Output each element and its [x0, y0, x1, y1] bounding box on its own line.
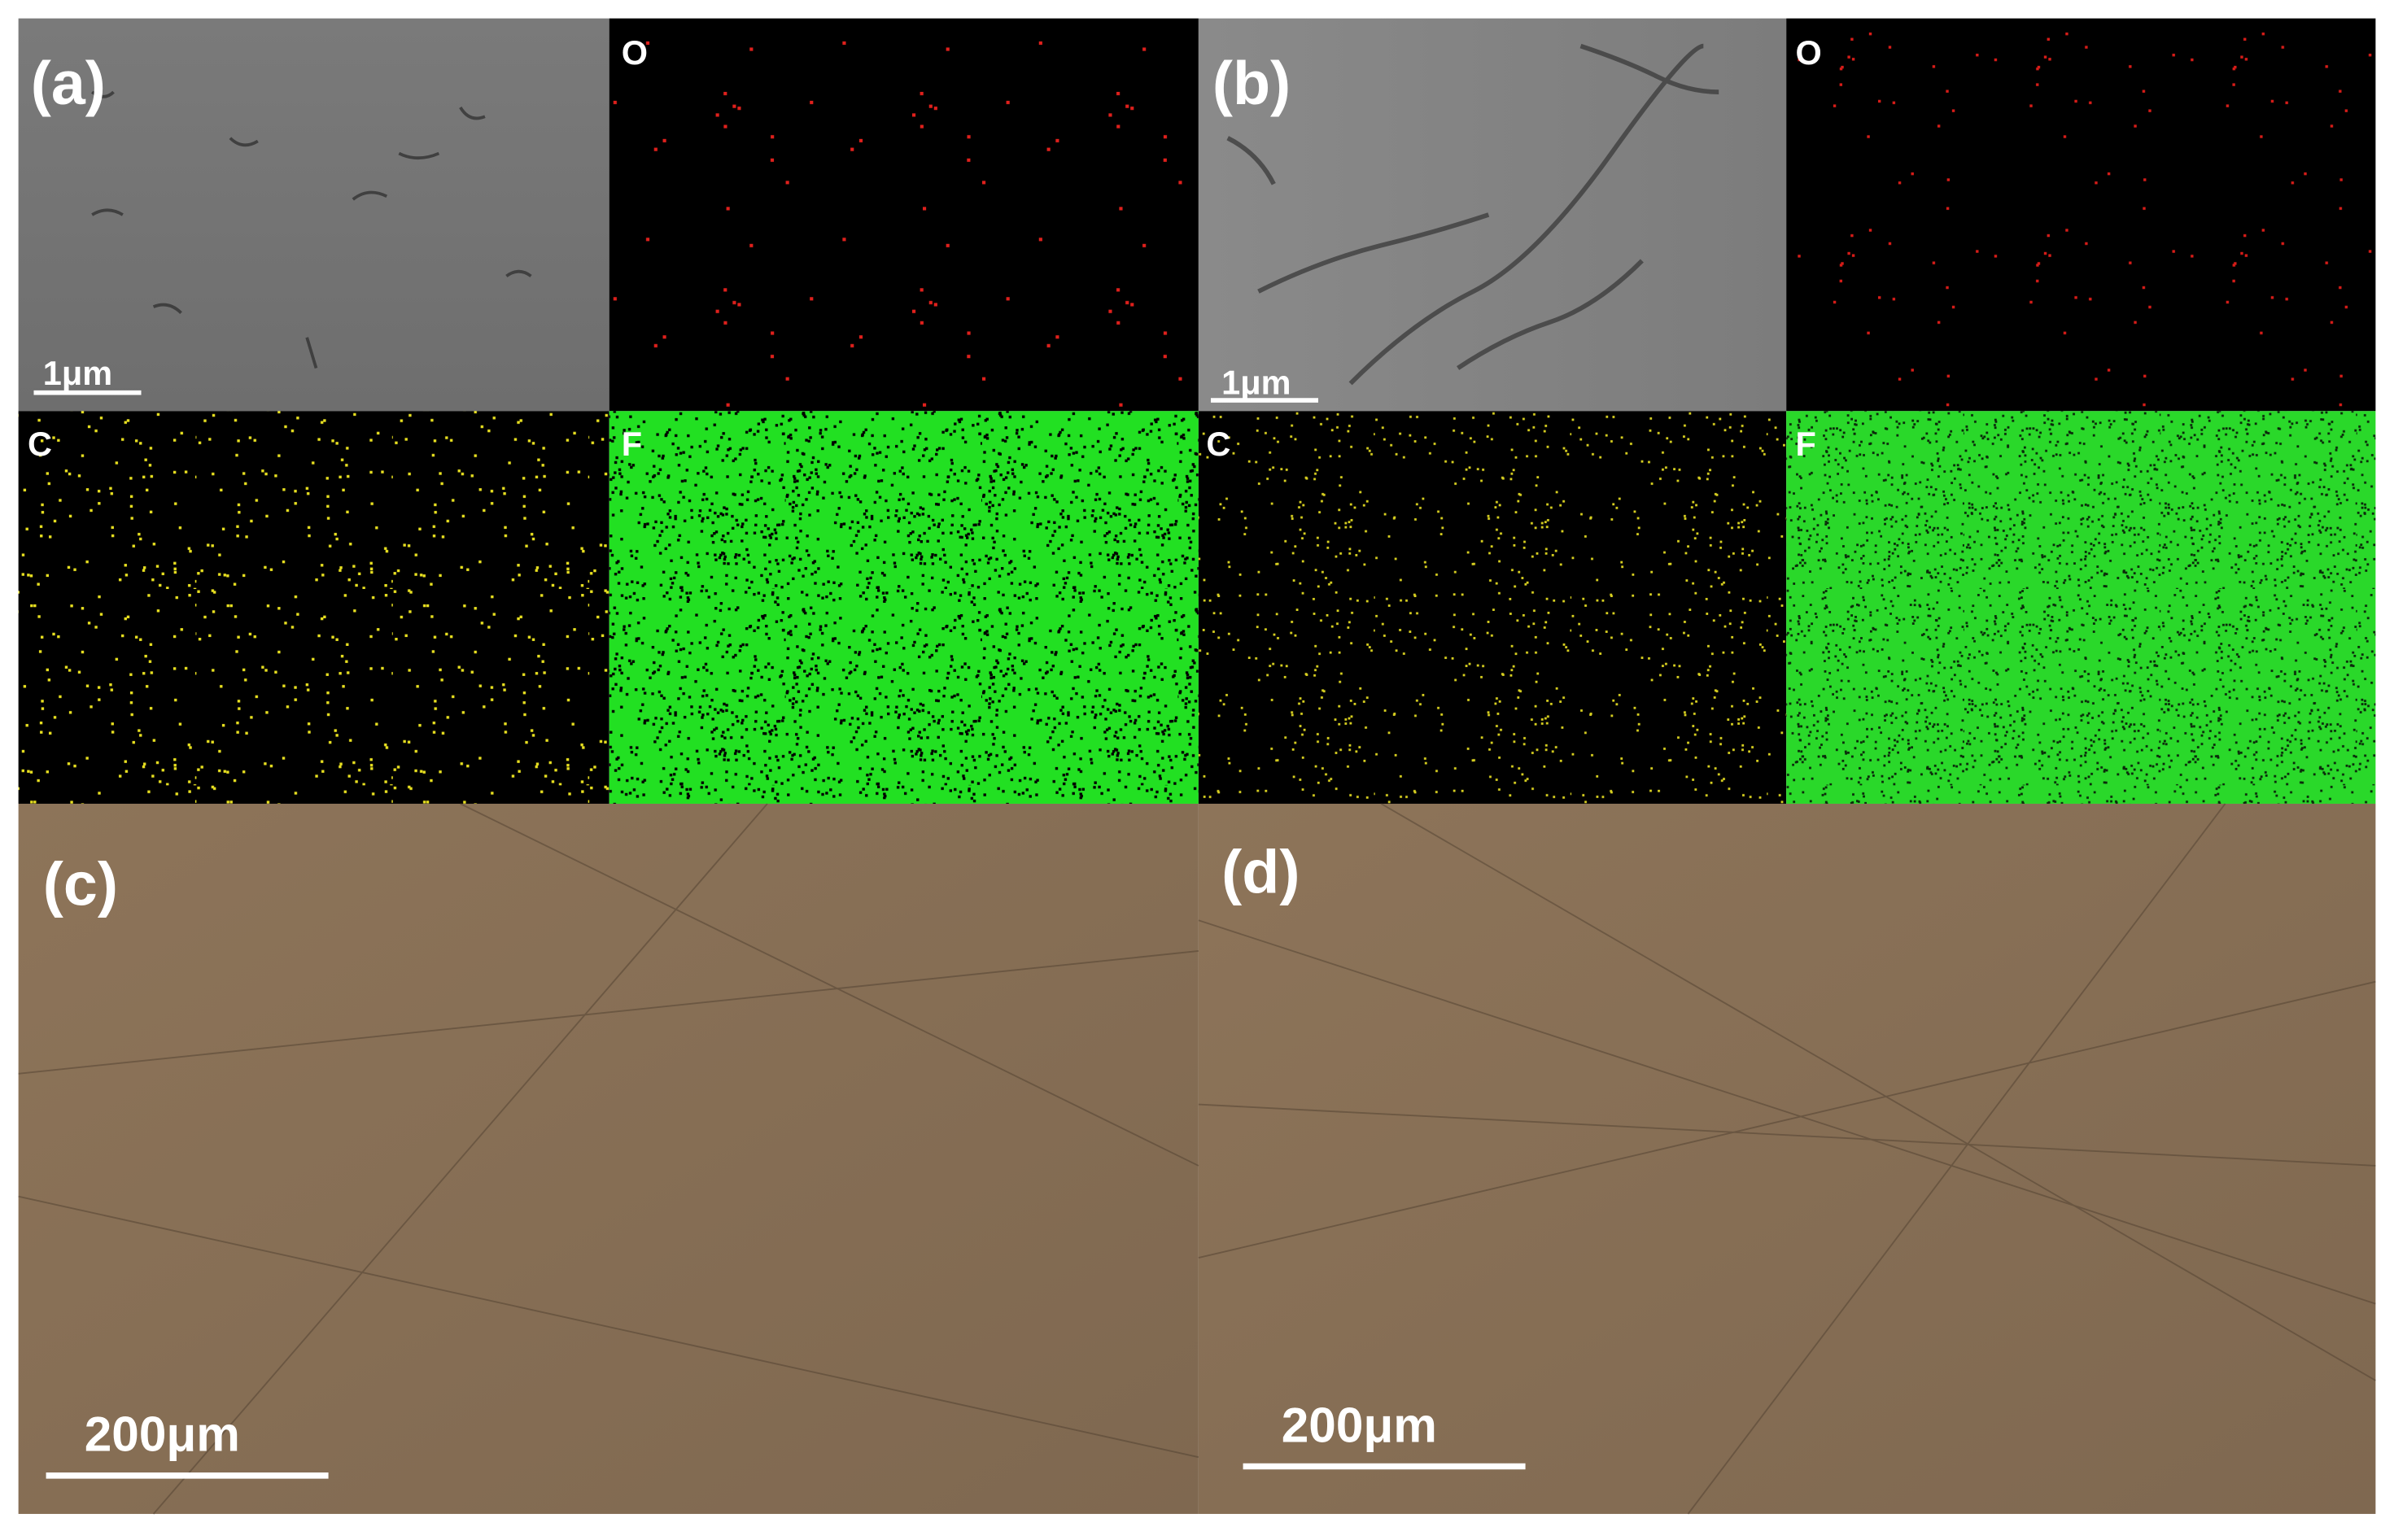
scratches [18, 803, 2376, 1515]
element-label: O [622, 33, 648, 72]
element-map-c [1198, 411, 1787, 804]
panel-label: (d) [1221, 837, 1300, 905]
element-label: O [1796, 33, 1822, 72]
scale-bar-label: 200μm [85, 1407, 240, 1462]
element-label: C [28, 425, 52, 463]
scale-bar-label: 1μm [1221, 364, 1291, 402]
optical-image [1198, 803, 2376, 1514]
element-label: F [622, 425, 642, 463]
element-label: C [1206, 425, 1230, 463]
panel-label: (b) [1212, 49, 1291, 117]
sem-image [18, 18, 609, 412]
element-map-f [609, 411, 1199, 804]
element-label: F [1796, 425, 1816, 463]
panel-label: (a) [31, 49, 106, 117]
optical-image [18, 803, 1199, 1514]
element-map-f [1786, 411, 2376, 804]
sem-features [91, 90, 532, 369]
element-map-o [1786, 18, 2376, 412]
element-map-o [609, 18, 1199, 412]
sem-features [1226, 43, 1719, 386]
scale-bar-label: 200μm [1282, 1397, 1437, 1452]
panel-label: (c) [43, 849, 118, 918]
element-map-c [18, 411, 609, 804]
scale-bar-label: 1μm [43, 354, 112, 392]
